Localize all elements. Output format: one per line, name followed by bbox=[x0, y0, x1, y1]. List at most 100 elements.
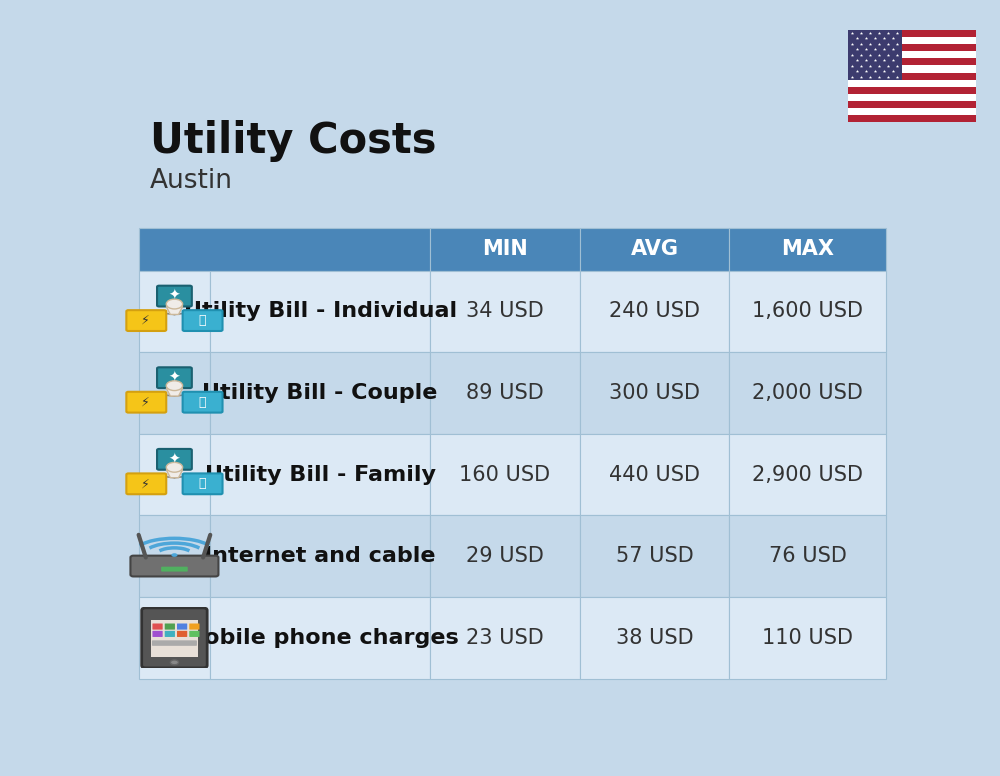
Text: ⚡: ⚡ bbox=[141, 396, 150, 409]
FancyBboxPatch shape bbox=[139, 352, 210, 434]
FancyBboxPatch shape bbox=[139, 597, 210, 679]
Bar bbox=[848, 80, 976, 87]
Text: 89 USD: 89 USD bbox=[466, 383, 544, 403]
FancyBboxPatch shape bbox=[430, 515, 580, 597]
FancyBboxPatch shape bbox=[430, 597, 580, 679]
FancyBboxPatch shape bbox=[580, 352, 729, 434]
FancyBboxPatch shape bbox=[430, 352, 580, 434]
FancyBboxPatch shape bbox=[210, 515, 430, 597]
Circle shape bbox=[166, 381, 183, 390]
Text: 240 USD: 240 USD bbox=[609, 301, 700, 321]
FancyBboxPatch shape bbox=[152, 623, 163, 629]
FancyBboxPatch shape bbox=[580, 271, 729, 352]
Circle shape bbox=[171, 553, 178, 557]
FancyBboxPatch shape bbox=[142, 608, 207, 668]
Text: Utility Bill - Couple: Utility Bill - Couple bbox=[202, 383, 438, 403]
Bar bbox=[848, 101, 976, 108]
Text: 57 USD: 57 USD bbox=[616, 546, 693, 566]
Text: Utility Costs: Utility Costs bbox=[150, 120, 436, 162]
Polygon shape bbox=[166, 307, 183, 314]
Text: ⚡: ⚡ bbox=[141, 477, 150, 490]
Text: Utility Bill - Individual: Utility Bill - Individual bbox=[184, 301, 457, 321]
Text: 300 USD: 300 USD bbox=[609, 383, 700, 403]
Text: MIN: MIN bbox=[482, 239, 528, 259]
Text: 💧: 💧 bbox=[198, 314, 206, 327]
FancyBboxPatch shape bbox=[580, 227, 729, 271]
Text: 💧: 💧 bbox=[198, 477, 206, 490]
Bar bbox=[848, 37, 976, 44]
Polygon shape bbox=[166, 388, 183, 396]
FancyBboxPatch shape bbox=[165, 623, 175, 629]
FancyBboxPatch shape bbox=[161, 566, 188, 572]
FancyBboxPatch shape bbox=[189, 631, 200, 637]
Bar bbox=[848, 94, 976, 101]
Text: 160 USD: 160 USD bbox=[459, 465, 551, 485]
FancyBboxPatch shape bbox=[189, 623, 200, 629]
FancyBboxPatch shape bbox=[430, 434, 580, 515]
FancyBboxPatch shape bbox=[580, 515, 729, 597]
FancyBboxPatch shape bbox=[152, 631, 163, 637]
FancyBboxPatch shape bbox=[729, 352, 886, 434]
Text: 76 USD: 76 USD bbox=[769, 546, 847, 566]
Bar bbox=[848, 65, 976, 72]
FancyBboxPatch shape bbox=[729, 271, 886, 352]
Bar bbox=[848, 58, 976, 65]
FancyBboxPatch shape bbox=[729, 597, 886, 679]
Text: 2,000 USD: 2,000 USD bbox=[752, 383, 863, 403]
Polygon shape bbox=[166, 469, 183, 478]
Text: 1,600 USD: 1,600 USD bbox=[752, 301, 863, 321]
FancyBboxPatch shape bbox=[126, 473, 166, 494]
FancyBboxPatch shape bbox=[177, 631, 187, 637]
FancyBboxPatch shape bbox=[157, 286, 192, 307]
Bar bbox=[848, 72, 976, 80]
Bar bbox=[848, 87, 976, 94]
FancyBboxPatch shape bbox=[157, 367, 192, 388]
Bar bbox=[848, 30, 902, 80]
Text: ✦: ✦ bbox=[169, 371, 180, 385]
Bar bbox=[848, 108, 976, 115]
Text: 34 USD: 34 USD bbox=[466, 301, 544, 321]
FancyBboxPatch shape bbox=[210, 352, 430, 434]
FancyBboxPatch shape bbox=[183, 392, 223, 413]
Text: Mobile phone charges: Mobile phone charges bbox=[182, 628, 458, 648]
FancyBboxPatch shape bbox=[729, 434, 886, 515]
Text: Austin: Austin bbox=[150, 168, 233, 194]
FancyBboxPatch shape bbox=[126, 392, 166, 413]
FancyBboxPatch shape bbox=[430, 271, 580, 352]
FancyBboxPatch shape bbox=[151, 619, 198, 657]
FancyBboxPatch shape bbox=[139, 271, 210, 352]
FancyBboxPatch shape bbox=[183, 310, 223, 331]
Text: 110 USD: 110 USD bbox=[762, 628, 853, 648]
FancyBboxPatch shape bbox=[580, 597, 729, 679]
Text: ⚡: ⚡ bbox=[141, 314, 150, 327]
FancyBboxPatch shape bbox=[152, 640, 197, 646]
FancyBboxPatch shape bbox=[157, 449, 192, 469]
FancyBboxPatch shape bbox=[177, 623, 187, 629]
Circle shape bbox=[166, 300, 183, 309]
FancyBboxPatch shape bbox=[580, 434, 729, 515]
Circle shape bbox=[170, 660, 179, 665]
Text: Internet and cable: Internet and cable bbox=[204, 546, 436, 566]
Text: MAX: MAX bbox=[781, 239, 834, 259]
Text: ✦: ✦ bbox=[169, 452, 180, 466]
FancyBboxPatch shape bbox=[139, 227, 430, 271]
FancyBboxPatch shape bbox=[130, 556, 218, 577]
Text: Utility Bill - Family: Utility Bill - Family bbox=[205, 465, 436, 485]
FancyBboxPatch shape bbox=[139, 515, 210, 597]
Bar bbox=[848, 30, 976, 37]
Text: 38 USD: 38 USD bbox=[616, 628, 693, 648]
FancyBboxPatch shape bbox=[729, 227, 886, 271]
FancyBboxPatch shape bbox=[165, 631, 175, 637]
Bar bbox=[848, 51, 976, 58]
FancyBboxPatch shape bbox=[183, 473, 223, 494]
Text: 440 USD: 440 USD bbox=[609, 465, 700, 485]
Text: 23 USD: 23 USD bbox=[466, 628, 544, 648]
Text: 💧: 💧 bbox=[198, 396, 206, 409]
FancyBboxPatch shape bbox=[139, 434, 210, 515]
FancyBboxPatch shape bbox=[729, 515, 886, 597]
FancyBboxPatch shape bbox=[210, 434, 430, 515]
Text: 2,900 USD: 2,900 USD bbox=[752, 465, 863, 485]
FancyBboxPatch shape bbox=[210, 597, 430, 679]
Circle shape bbox=[166, 462, 183, 472]
FancyBboxPatch shape bbox=[126, 310, 166, 331]
